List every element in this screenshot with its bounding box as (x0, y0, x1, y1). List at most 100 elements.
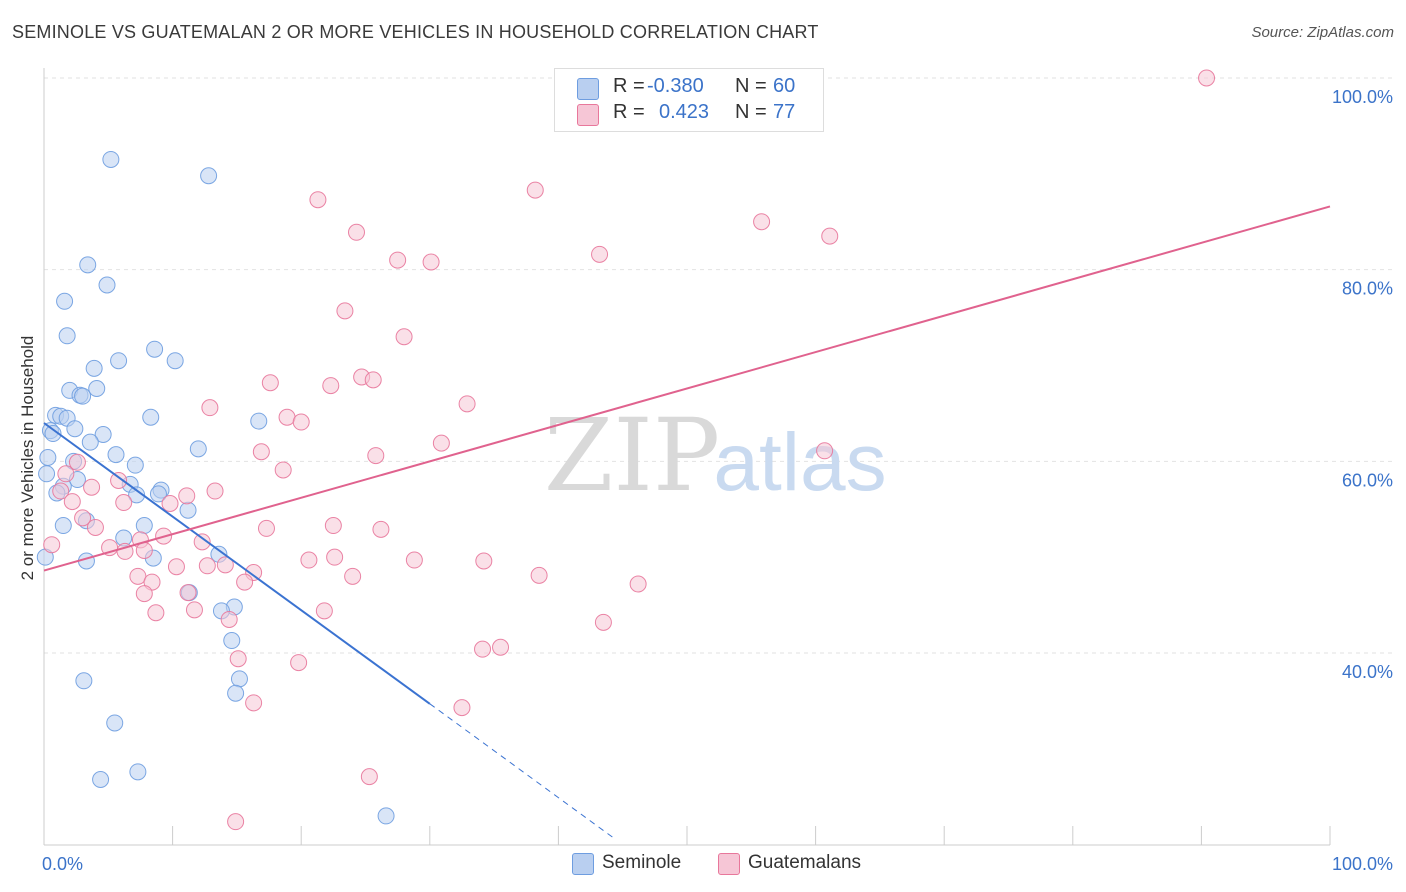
seminole-point (166, 352, 184, 370)
guatemalan-point (458, 395, 476, 413)
tick-labels: 40.0% 60.0% 80.0% 100.0% 0.0% 100.0% (42, 87, 1393, 874)
data-points (36, 69, 1216, 831)
guatemalan-point (63, 493, 81, 511)
seminole-point (126, 456, 144, 474)
seminole-point (38, 465, 56, 483)
guatemalan-point (821, 227, 839, 245)
guatemalan-point (135, 541, 153, 559)
seminole-point (149, 485, 167, 503)
guatemalan-point (74, 509, 92, 527)
seminole-trend-extension (429, 703, 617, 841)
guatemalan-point (422, 253, 440, 271)
seminole-point (85, 359, 103, 377)
guatemalan-point (201, 399, 219, 417)
seminole-point (88, 380, 106, 397)
seminole-point (56, 292, 74, 310)
guatemalan-point (300, 551, 318, 569)
guatemalan-point (753, 213, 771, 231)
y-axis-label: 2 or more Vehicles in Household (18, 335, 37, 581)
watermark: ZIP atlas (544, 397, 887, 514)
guatemalan-point (492, 638, 510, 656)
n-label: N = (735, 75, 767, 97)
guatemalan-point (43, 536, 61, 554)
guatemalan-point (591, 245, 609, 263)
guatemalan-point (115, 494, 133, 512)
source-credit: Source: ZipAtlas.com (1251, 24, 1394, 41)
guatemalan-point (315, 602, 333, 620)
seminole-trend-line (43, 422, 431, 705)
y-tick-label: 40.0% (1342, 662, 1393, 682)
guatemalan-point (147, 604, 165, 622)
guatemalan-point (52, 482, 70, 500)
seminole-point (189, 440, 207, 458)
guatemalan-point (594, 613, 612, 631)
guatemalan-point (324, 517, 342, 535)
watermark-zip: ZIP (544, 397, 720, 514)
guatemalan-point (252, 443, 270, 461)
seminole-point (179, 501, 197, 519)
r-value: -0.380 (647, 75, 704, 97)
guatemalans-legend-swatch (718, 853, 740, 875)
guatemalan-point (193, 533, 211, 551)
seminole-point (79, 256, 97, 274)
guatemalan-point (389, 251, 407, 269)
guatemalan-point (68, 453, 86, 471)
n-value: 60 (773, 75, 796, 97)
seminole-point (102, 150, 120, 168)
seminole-point (223, 632, 241, 650)
y-tick-label: 60.0% (1342, 470, 1393, 490)
guatemalans-legend-label: Guatemalans (748, 852, 862, 873)
guatemalan-point (227, 813, 245, 831)
guatemalan-point (474, 640, 492, 658)
guatemalan-point (274, 461, 292, 479)
r-label: R = (613, 101, 645, 123)
guatemalan-point (360, 768, 378, 786)
r-label: R = (613, 75, 645, 97)
x-tick-label: 100.0% (1332, 854, 1393, 874)
guatemalan-point (367, 447, 385, 465)
guatemalan-point (229, 650, 247, 668)
seminole-point (66, 420, 84, 438)
y-tick-label: 80.0% (1342, 279, 1393, 299)
seminole-swatch (577, 78, 599, 100)
guatemalan-point (816, 442, 834, 460)
guatemalan-point (309, 191, 327, 209)
guatemalan-point (292, 413, 310, 431)
guatemalan-point (83, 478, 101, 496)
seminole-legend-label: Seminole (602, 852, 682, 873)
guatemalan-point (395, 328, 413, 346)
guatemalan-point (278, 408, 296, 426)
guatemalan-point (347, 223, 365, 241)
guatemalan-point (372, 520, 390, 538)
guatemalan-point (135, 585, 153, 603)
guatemalan-point (336, 302, 354, 320)
guatemalan-point (245, 694, 263, 712)
guatemalan-point (290, 654, 308, 672)
seminole-point (39, 449, 57, 466)
seminole-point (142, 408, 160, 426)
guatemalans-swatch (577, 104, 599, 126)
seminole-point (227, 684, 245, 702)
seminole-point (98, 276, 116, 294)
guatemalan-point (185, 601, 203, 619)
chart-title: SEMINOLE VS GUATEMALAN 2 OR MORE VEHICLE… (12, 22, 819, 42)
watermark-atlas: atlas (713, 417, 886, 508)
guatemalan-point (161, 495, 179, 512)
guatemalan-point (198, 557, 216, 575)
grid-lines (44, 77, 1395, 654)
seminole-point (377, 807, 395, 825)
seminole-point (250, 412, 268, 430)
guatemalan-point (257, 519, 275, 537)
guatemalan-point (178, 487, 196, 505)
y-tick-label: 100.0% (1332, 87, 1393, 107)
n-value: 77 (773, 101, 796, 123)
seminole-point (106, 714, 124, 732)
seminole-point (146, 340, 164, 358)
guatemalan-point (57, 465, 75, 483)
guatemalan-point (220, 610, 238, 628)
guatemalan-point (322, 377, 340, 395)
seminole-point (200, 167, 218, 185)
n-label: N = (735, 101, 767, 123)
guatemalan-point (1198, 69, 1216, 87)
